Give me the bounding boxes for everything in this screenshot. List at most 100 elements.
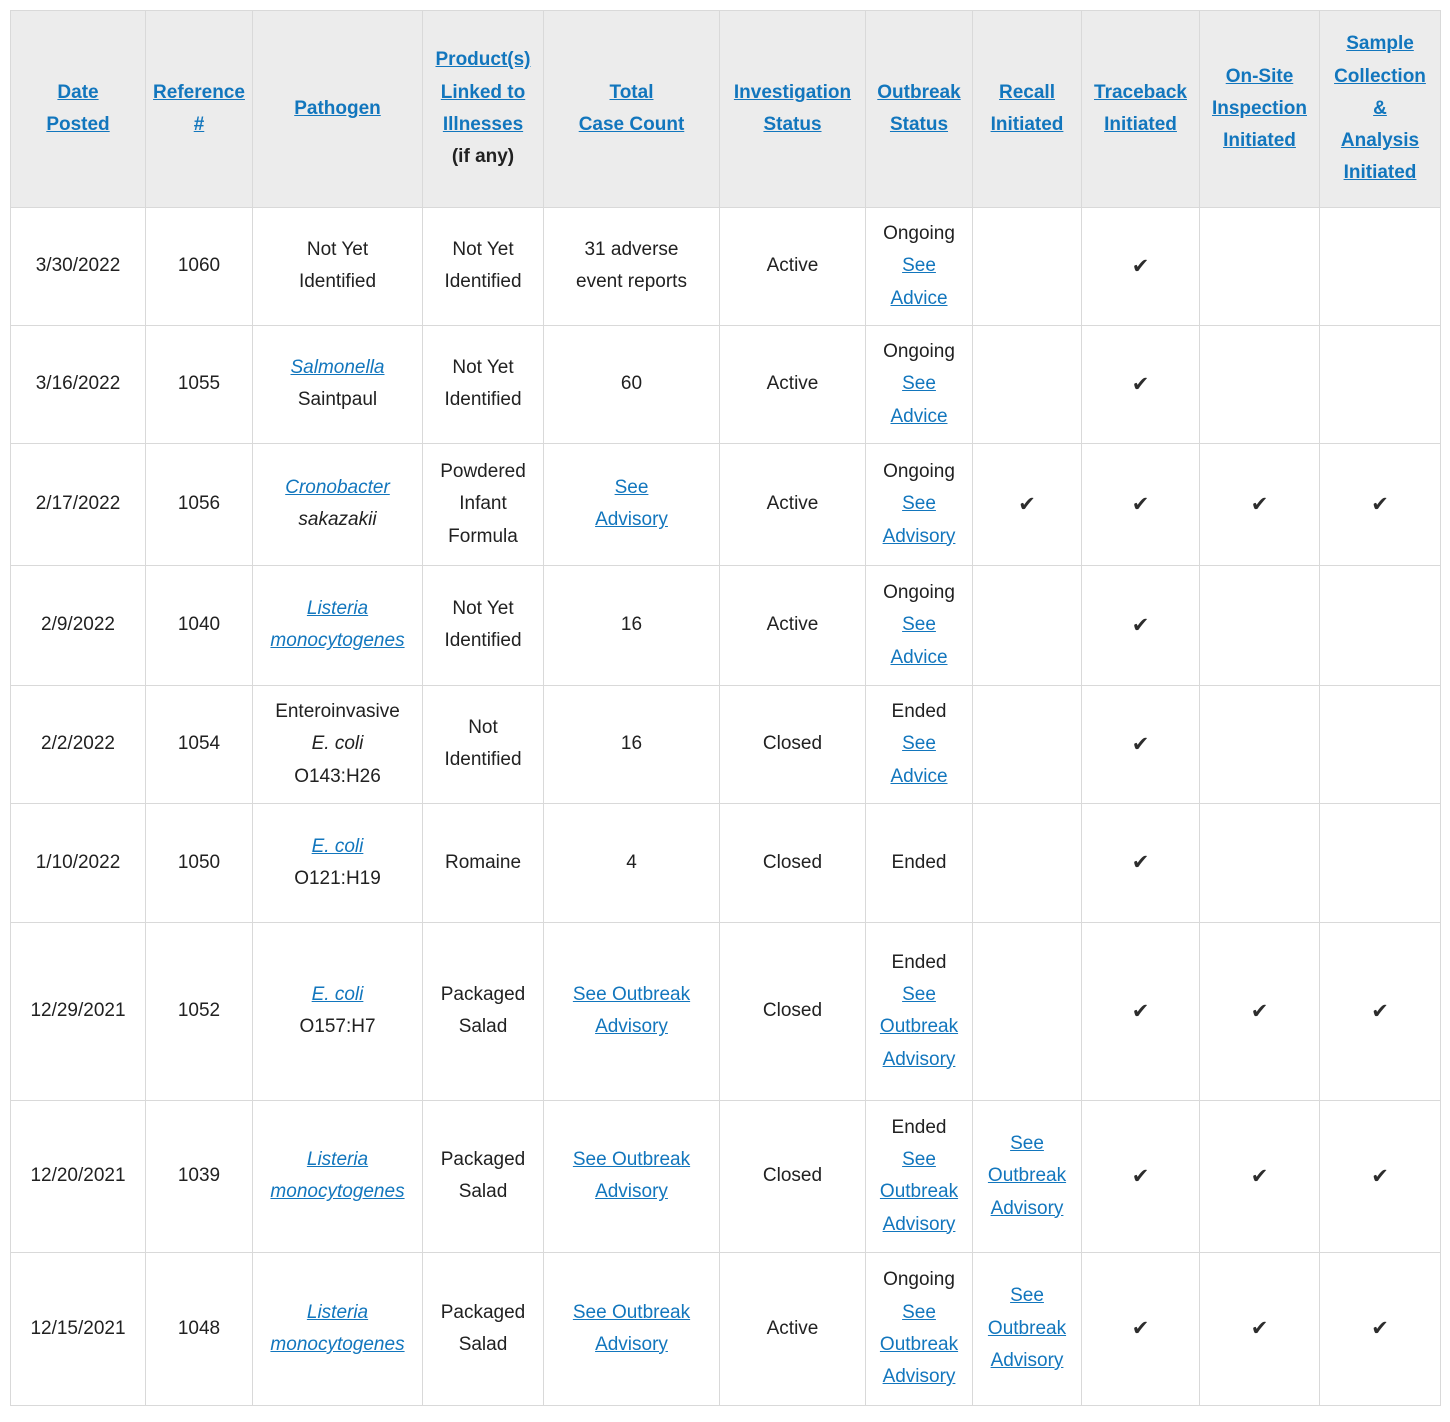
cell-case-count: See Outbreak Advisory xyxy=(543,1099,720,1253)
header-line: Initiated xyxy=(1104,114,1177,135)
cell-case-count: 16 xyxy=(543,564,720,686)
cell-case-count: 16 xyxy=(543,684,720,804)
header-line: Illnesses xyxy=(442,114,524,135)
header-link-cases[interactable]: Total Case Count xyxy=(550,77,713,142)
outbreak-advice-link[interactable]: Outbreak xyxy=(879,1016,959,1038)
header-link-outbreak[interactable]: Outbreak Status xyxy=(872,77,966,142)
cell-traceback: ✔ xyxy=(1081,324,1200,444)
outbreak-advice-link[interactable]: Advice xyxy=(890,287,948,309)
outbreak-advice-link[interactable]: Outbreak xyxy=(879,1333,959,1355)
pathogen-link[interactable]: Cronobacter xyxy=(285,477,390,499)
outbreak-advice-link[interactable]: See xyxy=(902,614,936,636)
header-link-pathogen[interactable]: Pathogen xyxy=(259,93,416,125)
header-line: # xyxy=(193,114,205,135)
outbreak-advice-link[interactable]: See xyxy=(902,493,936,515)
cell-traceback: ✔ xyxy=(1081,442,1200,566)
column-header-sample: Sample Collection & Analysis Initiated xyxy=(1319,10,1441,208)
outbreak-advice-link[interactable]: See xyxy=(902,255,936,277)
cell-text: 4 xyxy=(626,851,637,873)
recall-advisory-link[interactable]: Advisory xyxy=(990,1350,1064,1372)
pathogen-link[interactable]: Listeria xyxy=(306,598,369,620)
pathogen-link[interactable]: monocytogenes xyxy=(270,1181,405,1203)
table-row: 2/9/2022 1040 Listeria monocytogenes Not Yet… xyxy=(10,564,1441,686)
cell-traceback: ✔ xyxy=(1081,1099,1200,1253)
outbreak-advice-link[interactable]: Advisory xyxy=(882,525,956,547)
pathogen-link[interactable]: monocytogenes xyxy=(270,630,405,652)
header-line: Outbreak xyxy=(877,81,961,103)
investigation-table: Date Posted Reference # Pathogen Product(s) Li… xyxy=(10,10,1441,1406)
cell-sample-collection xyxy=(1319,802,1441,923)
outbreak-advice-link[interactable]: See xyxy=(902,1301,936,1323)
pathogen-link[interactable]: Salmonella xyxy=(290,357,385,379)
cell-sample-collection xyxy=(1319,207,1441,326)
cell-text: Packaged xyxy=(440,1149,526,1171)
pathogen-link[interactable]: Listeria xyxy=(306,1301,369,1323)
check-icon: ✔ xyxy=(1250,1164,1269,1188)
outbreak-advice-link[interactable]: Advice xyxy=(890,646,948,668)
case-count-link[interactable]: See xyxy=(614,477,649,499)
cell-reference: 1052 xyxy=(145,921,253,1101)
header-link-traceback[interactable]: Traceback Initiated xyxy=(1088,77,1193,142)
cell-sample-collection xyxy=(1319,324,1441,444)
case-count-link[interactable]: Advisory xyxy=(595,1181,668,1203)
cell-text: Not Yet xyxy=(452,357,514,379)
recall-advisory-link[interactable]: See xyxy=(1010,1132,1044,1154)
cell-date: 12/29/2021 xyxy=(10,921,146,1101)
cell-case-count: See Outbreak Advisory xyxy=(543,921,720,1101)
pathogen-link[interactable]: E. coli xyxy=(311,984,364,1006)
recall-advisory-link[interactable]: See xyxy=(1010,1285,1044,1307)
outbreak-advice-link[interactable]: See xyxy=(902,984,936,1006)
cell-onsite-inspection: ✔ xyxy=(1199,442,1320,566)
cell-pathogen: Listeria monocytogenes xyxy=(252,1099,423,1253)
pathogen-link[interactable]: monocytogenes xyxy=(270,1333,405,1355)
header-line: & xyxy=(1373,97,1387,119)
header-link-ref[interactable]: Reference # xyxy=(152,77,246,142)
case-count-link[interactable]: Advisory xyxy=(595,1016,668,1038)
header-line: Inspection xyxy=(1211,97,1307,119)
pathogen-link[interactable]: Listeria xyxy=(306,1149,369,1171)
case-count-link[interactable]: See Outbreak xyxy=(572,1149,691,1171)
case-count-link[interactable]: See Outbreak xyxy=(572,1301,691,1323)
pathogen-link[interactable]: E. coli xyxy=(311,835,364,857)
header-line: Initiated xyxy=(1223,130,1296,152)
recall-advisory-link[interactable]: Outbreak xyxy=(987,1165,1067,1187)
check-icon: ✔ xyxy=(1131,613,1150,637)
header-line: Product(s) xyxy=(435,49,531,71)
cell-text: Packaged xyxy=(440,1301,526,1323)
header-link-date[interactable]: Date Posted xyxy=(17,77,139,142)
case-count-link[interactable]: Advisory xyxy=(595,1333,668,1355)
cell-text: O121:H19 xyxy=(294,867,381,889)
outbreak-advice-link[interactable]: Advice xyxy=(890,405,948,427)
cell-text: Not xyxy=(468,717,498,739)
cell-product: Powdered Infant Formula xyxy=(422,442,544,566)
header-link-onsite[interactable]: On-Site Inspection Initiated xyxy=(1206,61,1313,158)
cell-pathogen: Listeria monocytogenes xyxy=(252,1251,423,1406)
cell-product: Packaged Salad xyxy=(422,1099,544,1253)
outbreak-advice-link[interactable]: See xyxy=(902,733,936,755)
recall-advisory-link[interactable]: Outbreak xyxy=(987,1317,1067,1339)
outbreak-advice-link[interactable]: See xyxy=(902,373,936,395)
header-link-recall[interactable]: Recall Initiated xyxy=(979,77,1075,142)
cell-onsite-inspection xyxy=(1199,564,1320,686)
cell-date: 2/9/2022 xyxy=(10,564,146,686)
recall-advisory-link[interactable]: Advisory xyxy=(990,1197,1064,1219)
outbreak-advice-link[interactable]: Advisory xyxy=(882,1048,956,1070)
outbreak-advice-link[interactable]: See xyxy=(902,1149,936,1171)
outbreak-advice-link[interactable]: Advice xyxy=(890,765,948,787)
case-count-link[interactable]: Advisory xyxy=(595,509,668,531)
check-icon: ✔ xyxy=(1250,492,1269,516)
header-line: Investigation xyxy=(733,81,852,103)
header-link-inv[interactable]: Investigation Status xyxy=(726,77,859,142)
check-icon: ✔ xyxy=(1131,1164,1150,1188)
outbreak-status-text: Ongoing xyxy=(883,581,955,603)
cell-traceback: ✔ xyxy=(1081,207,1200,326)
case-count-link[interactable]: See Outbreak xyxy=(572,984,691,1006)
outbreak-status-text: Ended xyxy=(891,951,947,973)
cell-pathogen: E. coli O157:H7 xyxy=(252,921,423,1101)
outbreak-advice-link[interactable]: Advisory xyxy=(882,1213,956,1235)
header-link-sample[interactable]: Sample Collection & Analysis Initiated xyxy=(1326,28,1434,189)
outbreak-advice-link[interactable]: Outbreak xyxy=(879,1181,959,1203)
header-link-product[interactable]: Product(s) Linked to Illnesses xyxy=(429,44,537,141)
header-line: Total xyxy=(609,81,654,103)
outbreak-advice-link[interactable]: Advisory xyxy=(882,1366,956,1388)
